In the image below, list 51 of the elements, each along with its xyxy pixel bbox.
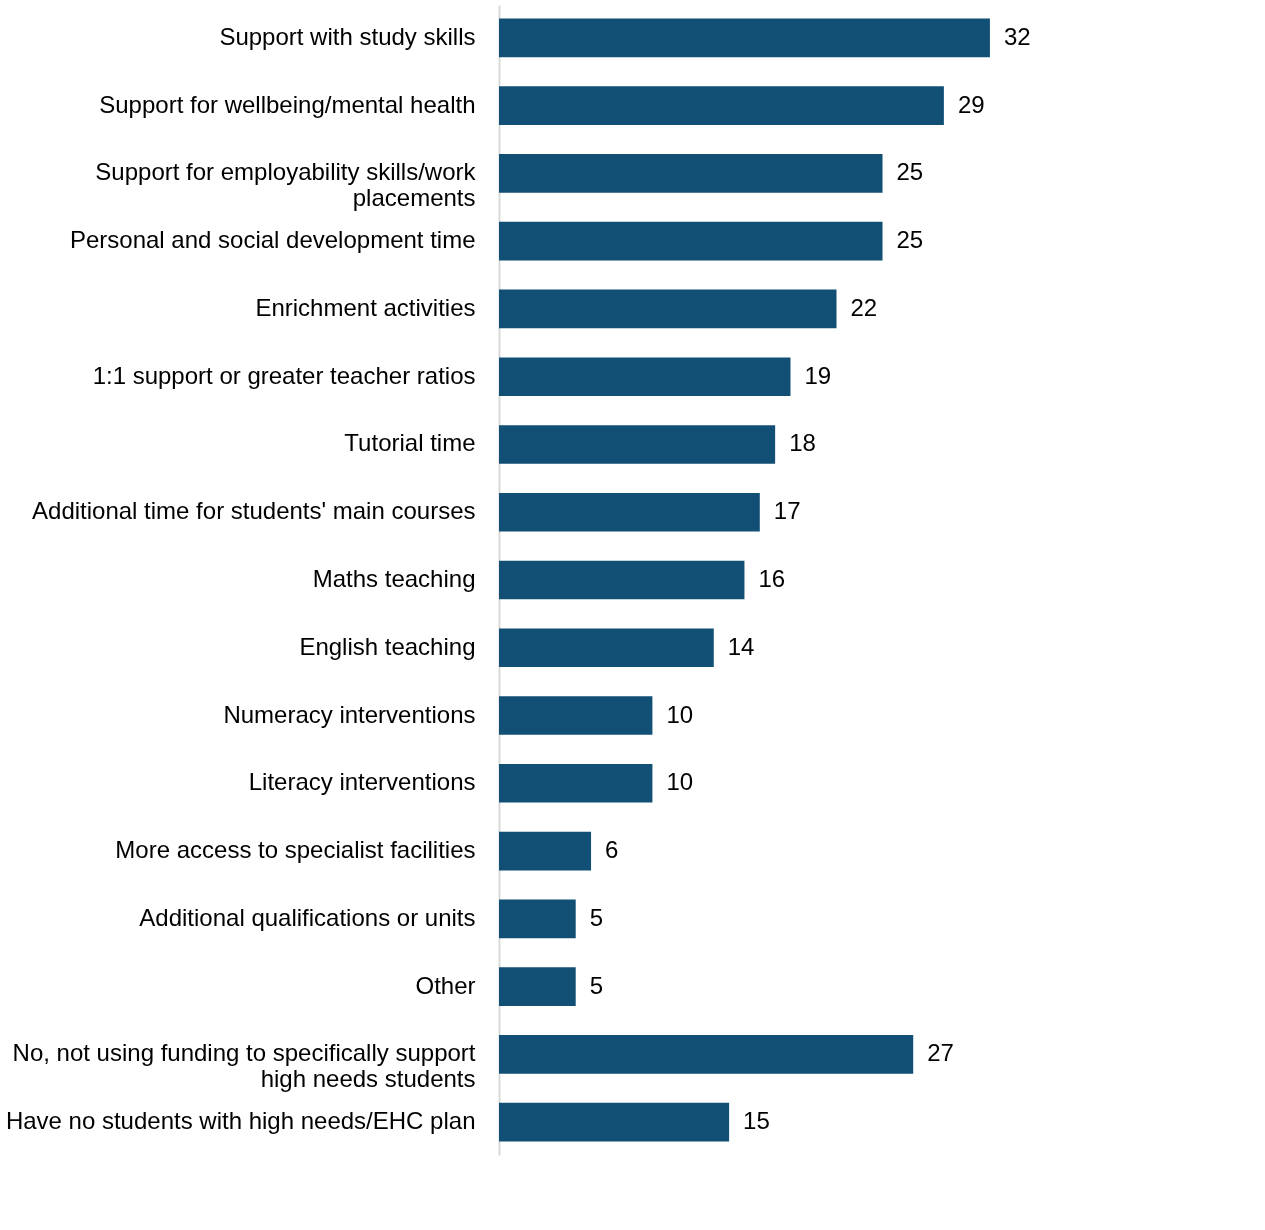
y-tick-label: More access to specialist facilities	[115, 836, 476, 864]
bar	[499, 1035, 914, 1074]
y-tick-label: Support for employability skills/work placements	[95, 158, 477, 212]
data-label: 29	[957, 90, 985, 118]
bar	[499, 763, 653, 803]
data-label: 5	[589, 903, 604, 931]
data-label: 14	[727, 632, 755, 660]
data-label: 18	[789, 429, 816, 457]
data-label: 25	[896, 158, 924, 186]
bar	[499, 628, 714, 668]
data-label: 22	[850, 293, 878, 321]
data-label: 6	[605, 836, 619, 864]
bar	[499, 831, 592, 871]
y-tick-label: Numeracy interventions	[223, 700, 476, 728]
bar	[499, 899, 576, 939]
y-tick-label: Literacy interventions	[248, 768, 476, 796]
bar	[499, 154, 883, 193]
bar	[499, 86, 944, 125]
bar	[499, 967, 576, 1006]
bar	[499, 560, 745, 600]
y-tick-label: Other	[415, 971, 476, 999]
y-tick-label: Support with study skills	[219, 22, 476, 50]
y-tick-label: Personal and social development time	[69, 226, 476, 254]
y-tick-label: Support for wellbeing/mental health	[99, 90, 476, 118]
y-tick-label: Additional time for students' main courses	[32, 497, 476, 525]
data-label: 17	[773, 497, 801, 525]
data-label: 19	[804, 361, 832, 389]
data-label: 10	[666, 700, 694, 728]
data-label: 32	[1003, 22, 1031, 50]
y-tick-label: Maths teaching	[312, 565, 476, 592]
bar	[499, 221, 883, 261]
bar	[499, 696, 653, 735]
bar	[499, 289, 837, 329]
bar	[499, 492, 760, 532]
data-label: 15	[743, 1107, 770, 1135]
data-label: 27	[927, 1039, 954, 1067]
data-label: 10	[666, 768, 694, 796]
y-tick-label: Tutorial time	[344, 429, 476, 457]
bar	[499, 425, 776, 464]
data-label: 16	[758, 565, 786, 592]
y-tick-label: No, not using funding to specifically support high needs students	[12, 1039, 476, 1093]
bar	[499, 1102, 730, 1142]
y-tick-label: 1:1 support or greater teacher ratios	[92, 361, 476, 389]
data-label: 5	[589, 971, 604, 999]
data-label: 25	[896, 226, 924, 254]
y-tick-label: Have no students with high needs/EHC plan	[5, 1107, 476, 1135]
bar	[499, 357, 791, 397]
y-tick-label: Enrichment activities	[255, 293, 476, 321]
y-tick-label: English teaching	[299, 632, 476, 660]
y-tick-label: Additional qualifications or units	[139, 903, 476, 931]
bar	[499, 18, 990, 58]
